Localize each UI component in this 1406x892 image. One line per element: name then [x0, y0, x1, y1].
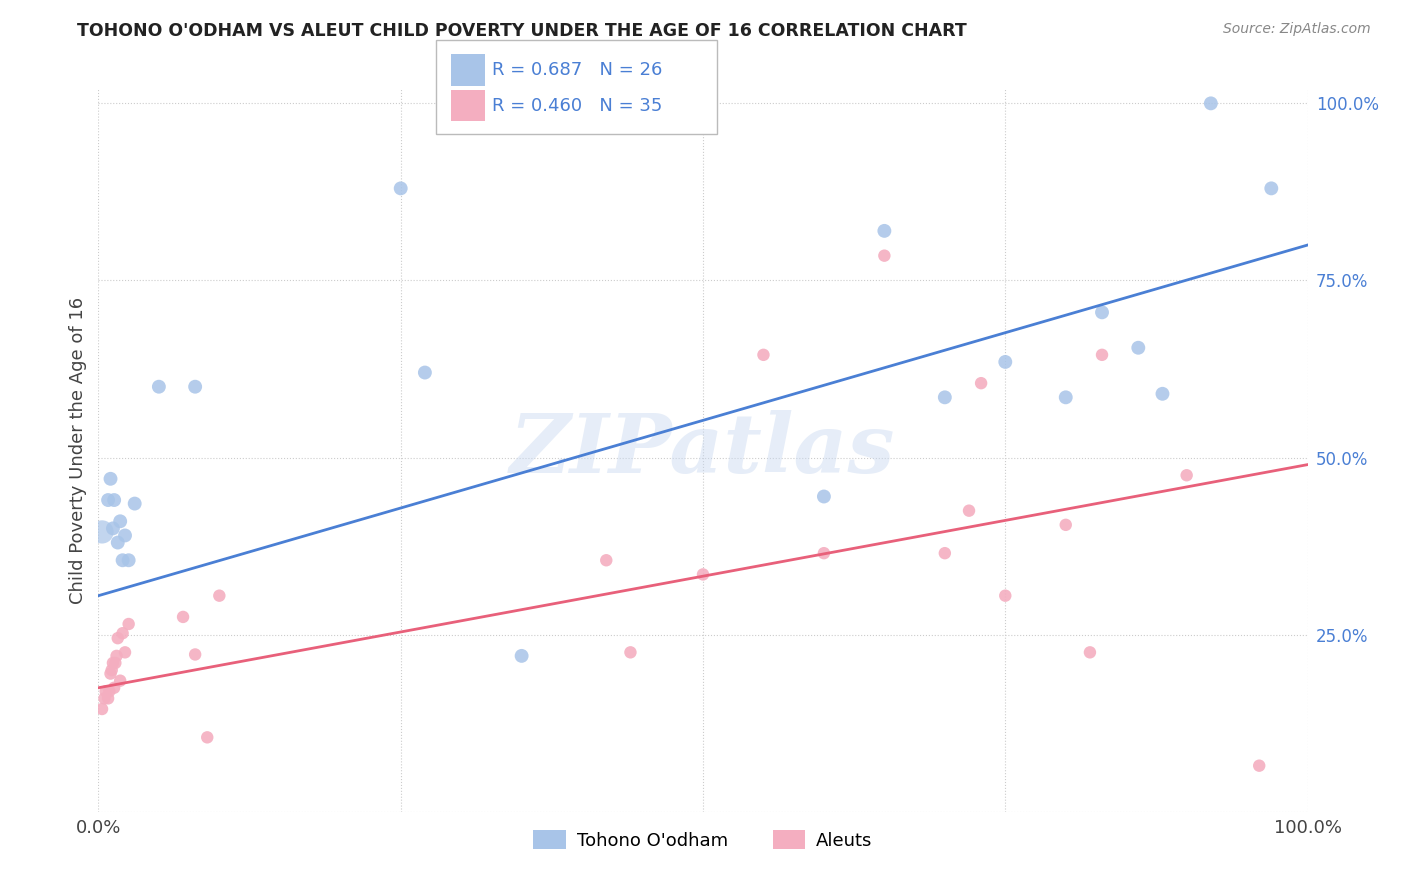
Point: [101, 656, 124, 670]
Point: [118, 553, 141, 567]
Text: TOHONO O'ODHAM VS ALEUT CHILD POVERTY UNDER THE AGE OF 16 CORRELATION CHART: TOHONO O'ODHAM VS ALEUT CHILD POVERTY UN…: [77, 22, 967, 40]
Point: [813, 546, 835, 560]
Point: [595, 553, 617, 567]
Text: Source: ZipAtlas.com: Source: ZipAtlas.com: [1223, 22, 1371, 37]
Point: [1128, 341, 1150, 355]
Point: [108, 514, 131, 528]
Text: R = 0.687   N = 26: R = 0.687 N = 26: [492, 61, 662, 79]
Point: [934, 390, 956, 404]
Point: [873, 224, 896, 238]
Point: [1249, 758, 1271, 772]
Point: [413, 366, 436, 380]
Point: [124, 497, 146, 511]
Point: [94, 684, 117, 698]
Point: [208, 589, 231, 603]
Text: ZIPatlas: ZIPatlas: [510, 410, 896, 491]
Text: R = 0.460   N = 35: R = 0.460 N = 35: [492, 96, 662, 115]
Point: [118, 617, 141, 632]
Point: [619, 645, 641, 659]
Point: [104, 656, 127, 670]
Point: [91, 524, 114, 539]
Point: [1054, 517, 1077, 532]
Point: [1078, 645, 1101, 659]
Point: [1152, 386, 1174, 401]
Point: [105, 648, 128, 663]
Point: [100, 472, 122, 486]
Point: [100, 666, 122, 681]
Point: [103, 681, 125, 695]
Point: [813, 490, 835, 504]
Point: [1054, 390, 1077, 404]
Point: [1091, 348, 1114, 362]
Point: [97, 493, 120, 508]
Point: [184, 648, 207, 662]
Point: [1175, 468, 1198, 483]
Point: [195, 731, 218, 745]
Point: [93, 691, 115, 706]
Point: [970, 376, 993, 391]
Point: [107, 631, 129, 645]
Point: [957, 503, 980, 517]
Point: [148, 380, 170, 394]
Point: [172, 610, 194, 624]
Point: [101, 521, 124, 535]
Point: [111, 553, 134, 567]
Point: [1091, 305, 1114, 319]
Point: [114, 528, 136, 542]
Point: [107, 535, 129, 549]
Point: [692, 567, 714, 582]
Point: [91, 702, 114, 716]
Point: [98, 684, 121, 698]
Point: [97, 691, 120, 706]
Point: [389, 181, 412, 195]
Point: [994, 355, 1017, 369]
Point: [1260, 181, 1282, 195]
Point: [752, 348, 775, 362]
Legend: Tohono O'odham, Aleuts: Tohono O'odham, Aleuts: [526, 823, 880, 857]
Point: [994, 589, 1017, 603]
Point: [1199, 96, 1222, 111]
Point: [103, 493, 125, 508]
Point: [111, 626, 134, 640]
Y-axis label: Child Poverty Under the Age of 16: Child Poverty Under the Age of 16: [69, 297, 87, 604]
Point: [114, 645, 136, 659]
Point: [873, 249, 896, 263]
Point: [184, 380, 207, 394]
Point: [510, 648, 533, 663]
Point: [108, 673, 131, 688]
Point: [934, 546, 956, 560]
Point: [100, 663, 122, 677]
